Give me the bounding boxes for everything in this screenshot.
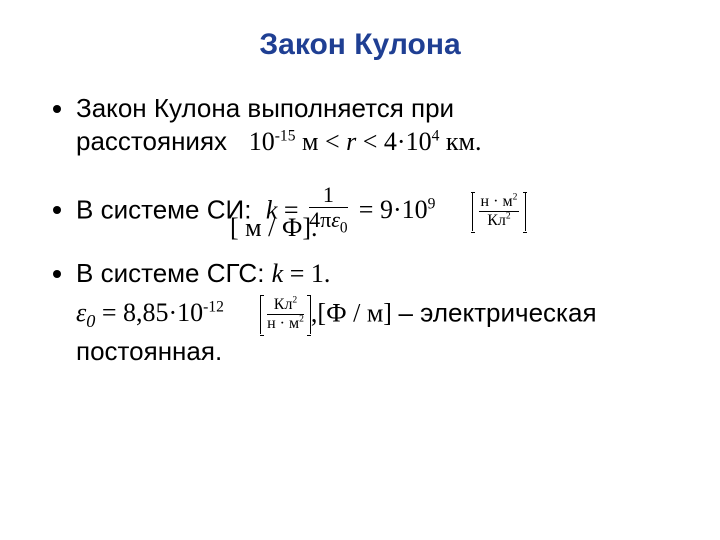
- eps0: ε0: [76, 298, 95, 327]
- slide: Закон Кулона Закон Кулона выполняется пр…: [0, 0, 720, 540]
- bullet-1: Закон Кулона выполняется при расстояниях…: [76, 92, 670, 158]
- b1-range: 10-15 м < r < 4·104 км.: [249, 127, 482, 156]
- unit-Nm2-per-C2: н · м2 Кл2: [472, 192, 527, 231]
- bullet-list-2: В системе СГС: k = 1.: [50, 257, 670, 291]
- dash: –: [398, 297, 412, 327]
- b2-eq2: = 9·109: [359, 195, 436, 224]
- unit-C2-per-Nm2: Кл2 н · м2: [260, 295, 311, 334]
- bullet-3: В системе СГС: k = 1.: [76, 257, 670, 291]
- fraction-1-over-4pieps0: 1 4πε0: [305, 184, 351, 231]
- epsilon0-line: ε0 = 8,85·10-12 Кл2 н · м2 ,[Ф / м] – эл…: [76, 295, 670, 369]
- slide-title: Закон Кулона: [50, 28, 670, 62]
